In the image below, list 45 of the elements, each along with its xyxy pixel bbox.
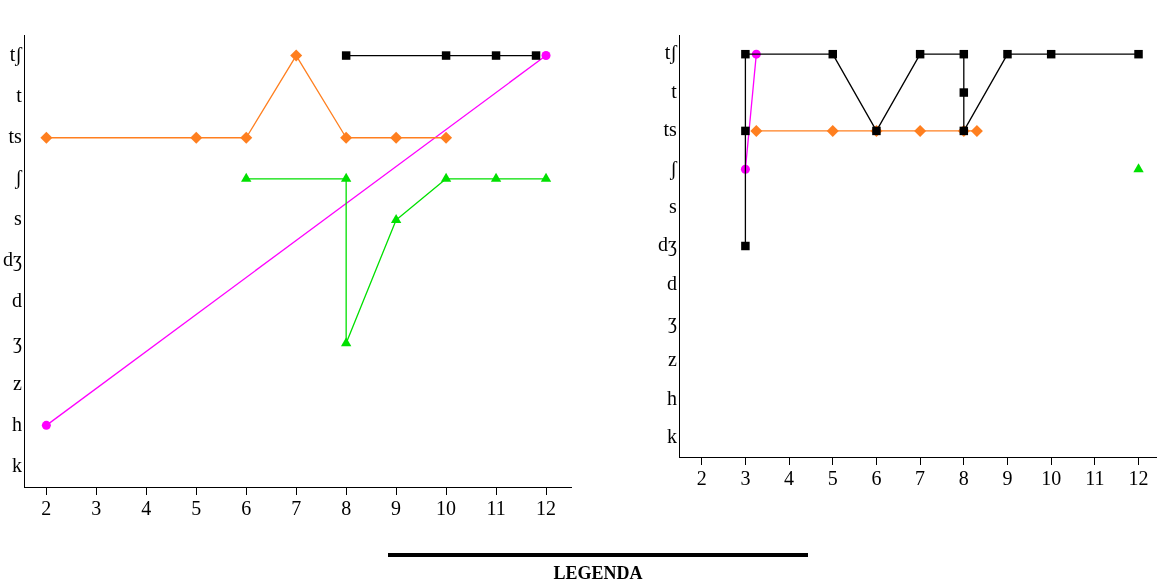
x-tick-label: 2 [41, 497, 52, 520]
x-tick-label: 7 [291, 497, 302, 520]
y-tick-label: ʒ [667, 309, 677, 333]
x-tick-label: 3 [740, 467, 751, 490]
y-tick-label: h [11, 412, 22, 435]
y-tick-label: k [11, 453, 22, 476]
x-tick-label: 4 [141, 497, 152, 520]
y-tick-label: ts [663, 118, 678, 141]
x-tick-label: 4 [784, 467, 795, 490]
y-tick-label: s [14, 207, 23, 230]
y-tick-label: dʒ [2, 248, 22, 272]
x-tick-label: 3 [91, 497, 102, 520]
x-tick-label: 6 [871, 467, 882, 490]
y-tick-label: ʃ [14, 166, 23, 190]
y-tick-label: d [666, 271, 677, 294]
x-tick-label: 11 [486, 497, 506, 520]
y-tick-label: s [669, 194, 678, 217]
y-tick-label: ts [8, 124, 23, 147]
x-tick-label: 12 [1128, 467, 1149, 490]
y-tick-label: t [16, 83, 23, 106]
x-tick-label: 6 [241, 497, 252, 520]
y-tick-label: tʃ [664, 41, 678, 65]
x-tick-label: 9 [391, 497, 402, 520]
text: LEGENDA [388, 553, 808, 581]
x-tick-label: 5 [191, 497, 202, 520]
y-tick-label: h [666, 386, 677, 409]
x-tick-label: 10 [436, 497, 457, 520]
y-tick-label: z [667, 348, 677, 371]
y-tick-label: tʃ [9, 42, 23, 66]
x-tick-label: 9 [1002, 467, 1013, 490]
y-tick-label: dʒ [657, 233, 677, 257]
y-tick-label: k [666, 425, 677, 448]
x-tick-label: 2 [696, 467, 707, 490]
x-tick-label: 8 [958, 467, 969, 490]
y-tick-label: t [671, 79, 678, 102]
x-tick-label: 12 [536, 497, 557, 520]
x-tick-label: 8 [341, 497, 352, 520]
y-tick-label: d [11, 289, 22, 312]
x-tick-label: 10 [1041, 467, 1062, 490]
y-tick-label: ʃ [669, 156, 678, 180]
y-tick-label: ʒ [12, 330, 22, 354]
x-tick-label: 5 [827, 467, 838, 490]
y-tick-label: z [12, 371, 22, 394]
x-tick-label: 7 [915, 467, 926, 490]
x-tick-label: 11 [1085, 467, 1105, 490]
